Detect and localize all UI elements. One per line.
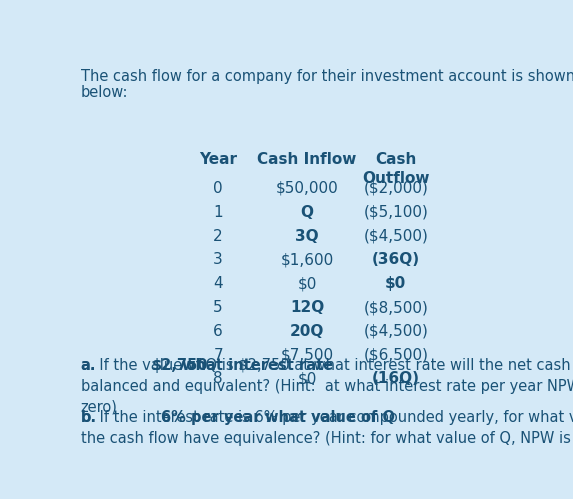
Text: 5: 5 bbox=[213, 300, 223, 315]
Text: $1,600: $1,600 bbox=[280, 252, 333, 267]
Text: 3Q: 3Q bbox=[295, 229, 319, 244]
Text: 12Q: 12Q bbox=[290, 300, 324, 315]
Text: balanced and equivalent? (Hint:  at what interest rate per year NPW is equal to: balanced and equivalent? (Hint: at what … bbox=[80, 379, 573, 394]
Text: 2: 2 bbox=[213, 229, 223, 244]
Text: (36Q): (36Q) bbox=[372, 252, 420, 267]
Text: the cash flow have equivalence? (Hint: for what value of Q, NPW is equal to zero: the cash flow have equivalence? (Hint: f… bbox=[80, 431, 573, 446]
Text: a. If the value of Q is $2,750 at what interest rate will the net cash flow be: a. If the value of Q is $2,750 at what i… bbox=[80, 358, 573, 373]
Text: $7,500: $7,500 bbox=[280, 348, 333, 363]
Text: Q: Q bbox=[300, 205, 313, 220]
Text: what value of Q: what value of Q bbox=[265, 410, 395, 425]
Text: 8: 8 bbox=[213, 371, 223, 387]
Text: 6% per year: 6% per year bbox=[161, 410, 260, 425]
Text: ($4,500): ($4,500) bbox=[363, 324, 428, 339]
Text: $0: $0 bbox=[297, 371, 317, 387]
Text: Year: Year bbox=[199, 152, 237, 167]
Text: The cash flow for a company for their investment account is shown in the table: The cash flow for a company for their in… bbox=[80, 69, 573, 84]
Text: 4: 4 bbox=[213, 276, 223, 291]
Text: ($6,500): ($6,500) bbox=[363, 348, 428, 363]
Text: zero): zero) bbox=[80, 400, 117, 415]
Text: $0: $0 bbox=[385, 276, 406, 291]
Text: $2,750: $2,750 bbox=[152, 358, 209, 373]
Text: 1: 1 bbox=[213, 205, 223, 220]
Text: ($8,500): ($8,500) bbox=[363, 300, 428, 315]
Text: 3: 3 bbox=[213, 252, 223, 267]
Text: (16Q): (16Q) bbox=[372, 371, 420, 387]
Text: 0: 0 bbox=[213, 181, 223, 196]
Text: 20Q: 20Q bbox=[290, 324, 324, 339]
Text: b. If the interest rate is 6% per year compounded yearly, for what value of Q wi: b. If the interest rate is 6% per year c… bbox=[80, 410, 573, 425]
Text: what interest rate: what interest rate bbox=[182, 358, 333, 373]
Text: b.: b. bbox=[80, 410, 97, 425]
Text: ($4,500): ($4,500) bbox=[363, 229, 428, 244]
Text: a.: a. bbox=[80, 358, 96, 373]
Text: 6: 6 bbox=[213, 324, 223, 339]
Text: Cash
Outflow: Cash Outflow bbox=[362, 152, 430, 186]
Text: below:: below: bbox=[80, 85, 128, 100]
Text: 7: 7 bbox=[213, 348, 223, 363]
Text: $0: $0 bbox=[297, 276, 317, 291]
Text: ($5,100): ($5,100) bbox=[363, 205, 428, 220]
Text: Cash Inflow: Cash Inflow bbox=[257, 152, 356, 167]
Text: $50,000: $50,000 bbox=[276, 181, 339, 196]
Text: ($2,000): ($2,000) bbox=[363, 181, 428, 196]
